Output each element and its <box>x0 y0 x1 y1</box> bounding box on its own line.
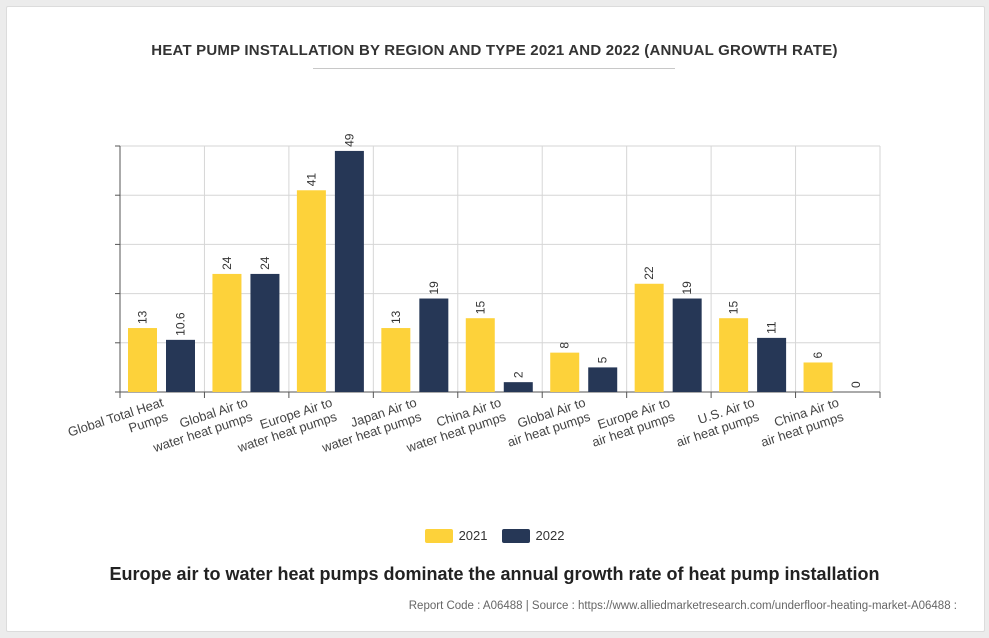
bar-2022 <box>757 337 787 392</box>
x-tick-label: Global Air toair heat pumps <box>501 394 593 449</box>
legend: 2021 2022 <box>0 528 989 543</box>
data-label-2022: 19 <box>427 281 441 295</box>
data-label-2021: 6 <box>811 351 825 358</box>
data-label-2021: 24 <box>220 256 234 270</box>
bar-2022 <box>672 298 702 392</box>
bar-2021 <box>212 273 242 392</box>
bar-2021 <box>634 283 664 392</box>
grid-lines <box>115 145 881 398</box>
data-label-2022: 19 <box>680 281 694 295</box>
bar-2022 <box>419 298 449 392</box>
legend-item-2021[interactable]: 2021 <box>424 528 488 543</box>
data-label-2022: 10.6 <box>174 312 188 336</box>
chart-headline: Europe air to water heat pumps dominate … <box>109 564 880 584</box>
chart-title: HEAT PUMP INSTALLATION BY REGION AND TYP… <box>151 42 838 59</box>
source-line: Report Code : A06488 | Source : https://… <box>408 600 957 612</box>
legend-swatch-2021 <box>424 528 453 543</box>
bar-2021 <box>128 328 157 392</box>
data-label-2021: 15 <box>727 301 741 315</box>
bar-2021 <box>296 190 326 392</box>
legend-swatch-2022 <box>501 528 530 543</box>
bar-2022 <box>588 367 618 392</box>
data-label-2022: 49 <box>342 133 356 147</box>
bars <box>128 150 833 392</box>
bar-2022 <box>334 150 364 392</box>
bar-2022 <box>503 382 533 392</box>
data-label-2021: 15 <box>473 301 487 315</box>
bar-2022 <box>166 339 195 392</box>
bar-2022 <box>250 273 280 392</box>
chart-card <box>6 6 985 632</box>
x-tick-label: U.S. Air toair heat pumps <box>670 394 762 449</box>
bar-2021 <box>550 352 580 392</box>
data-label-2022: 5 <box>596 356 610 363</box>
data-labels: 13 24 41 13 15 8 22 15 6 10.6 24 49 19 2 5 19 11 0 <box>136 133 864 388</box>
data-label-2022: 24 <box>258 256 272 270</box>
bar-2021 <box>465 318 495 392</box>
data-label-2021: 41 <box>304 173 318 187</box>
bar-2021 <box>381 328 411 392</box>
data-label-2021: 13 <box>389 310 403 324</box>
data-label-2022: 11 <box>765 321 779 334</box>
bar-2021 <box>719 318 749 392</box>
legend-label-2021: 2021 <box>458 528 488 543</box>
x-tick-label: Europe Air toair heat pumps <box>585 394 677 449</box>
legend-label-2022: 2022 <box>535 528 565 543</box>
title-divider <box>313 68 675 69</box>
x-tick-labels: Global Total HeatPumps Global Air towater… <box>66 394 846 455</box>
data-label-2021: 22 <box>642 266 656 280</box>
data-label-2021: 8 <box>558 342 572 349</box>
data-label-2022: 0 <box>849 381 863 388</box>
legend-item-2022[interactable]: 2022 <box>501 528 565 543</box>
bar-2021 <box>803 362 833 392</box>
data-label-2021: 13 <box>136 310 150 324</box>
data-label-2022: 2 <box>511 371 525 378</box>
x-tick-label: China Air toair heat pumps <box>754 394 846 449</box>
